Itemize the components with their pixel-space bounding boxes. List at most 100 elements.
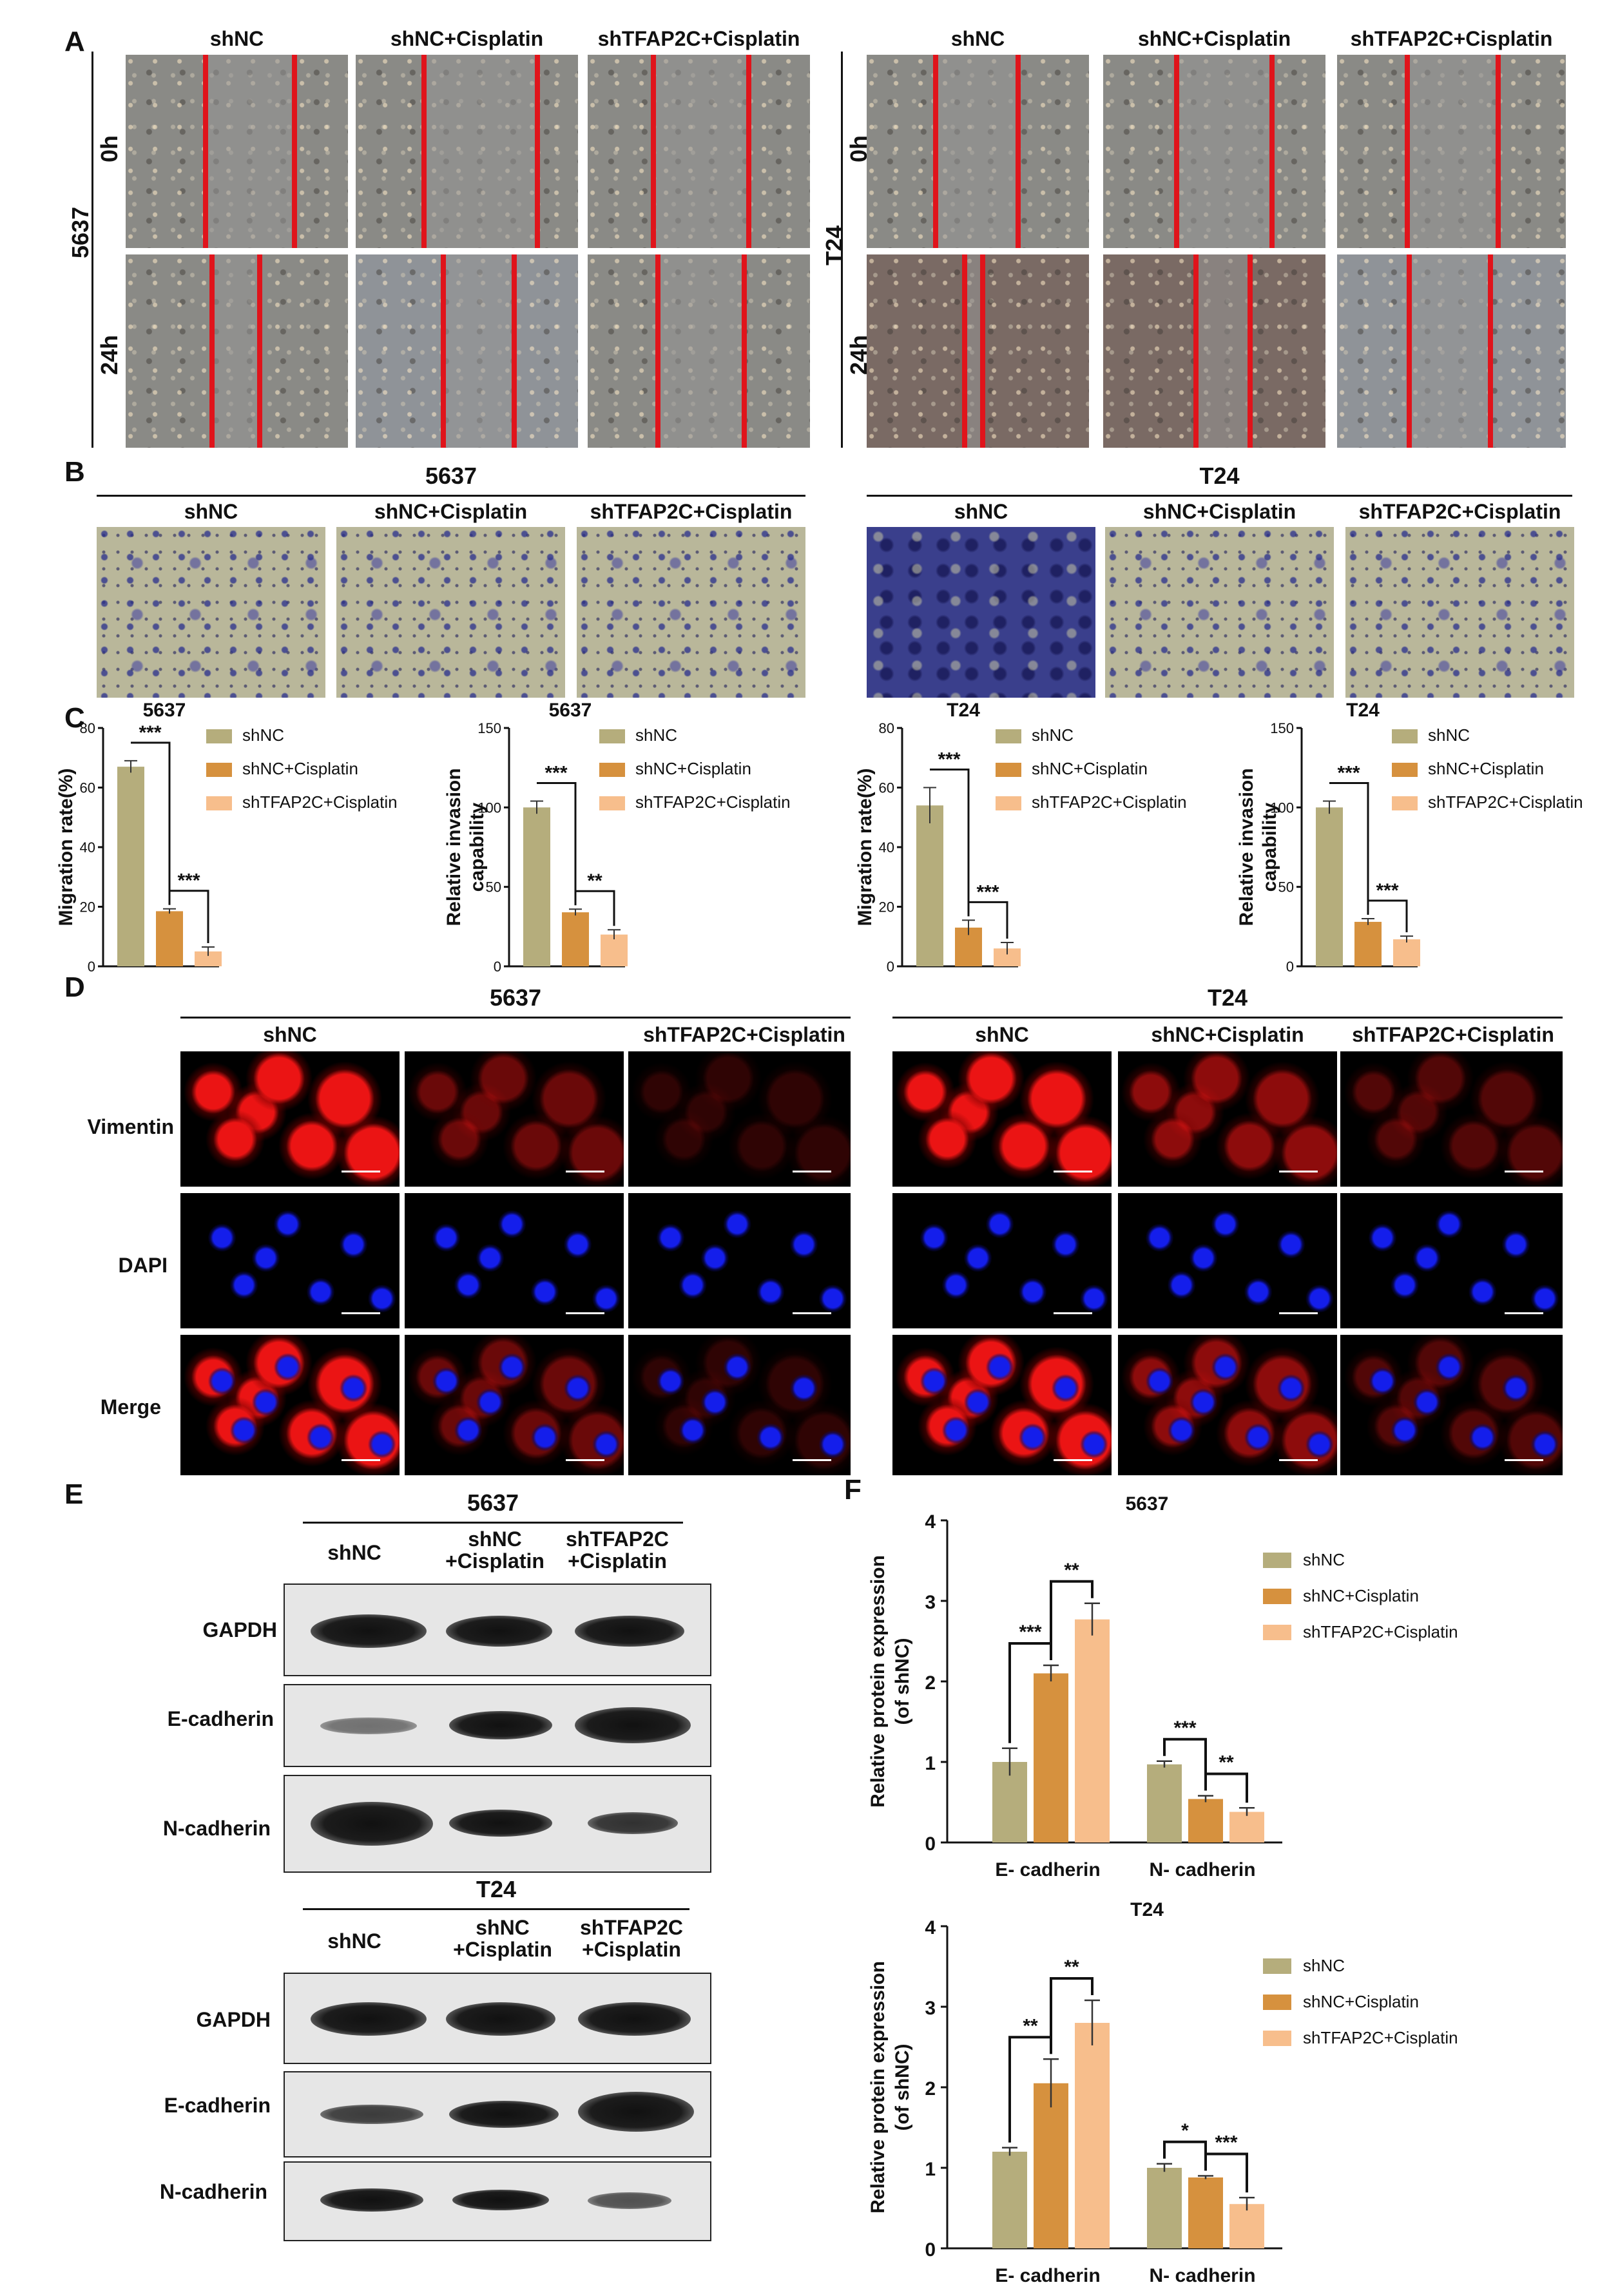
scale-bar [566, 1459, 604, 1461]
b-title-5637: 5637 [425, 463, 477, 489]
c-y-tick-label: 0 [88, 959, 95, 975]
d-vimentin-image-6 [1340, 1051, 1563, 1187]
c-legend-swatch [599, 729, 625, 743]
f-significance-label: ** [1064, 1560, 1079, 1581]
d-t24-header-shnc: shNC [975, 1023, 1029, 1046]
d-vimentin-image-3 [628, 1051, 851, 1187]
f-y-tick-label: 3 [925, 1998, 936, 2019]
f-y-tick-label: 4 [925, 1511, 936, 1533]
f-legend-label: shNC+Cisplatin [1303, 1992, 1419, 2011]
f-bar-shtfap2c-cisplatin [1229, 2204, 1264, 2248]
f-legend-label: shNC+Cisplatin [1303, 1586, 1419, 1605]
c-legend-swatch [996, 763, 1021, 777]
c-significance-bracket [574, 890, 615, 926]
f-significance-label: *** [1215, 2132, 1237, 2154]
f-significance-label: ** [1219, 1752, 1234, 1774]
d-merge-image-4 [892, 1335, 1112, 1475]
c-y-tick-label: 80 [80, 720, 95, 736]
c-y-axis-label: Relative invasion capability [1236, 768, 1280, 926]
f-bar-shnc [992, 2152, 1027, 2248]
f-significance-bracket [1163, 1737, 1207, 1791]
b-title-underline-5637 [97, 495, 805, 497]
c-bar-shnc-cisplatin [562, 912, 589, 966]
d-merge-image-3 [628, 1335, 851, 1475]
e-t24-e-cadherin-band-2 [449, 2101, 559, 2128]
b-5637-header-shnc: shNC [184, 500, 238, 523]
e-t24-lane-shnc-cisplatin: shNC +Cisplatin [453, 1916, 552, 1961]
f-y-tick-label: 2 [925, 2078, 936, 2100]
f-significance-bracket [1050, 1977, 1094, 2054]
c-significance-label: ** [587, 870, 602, 892]
c-y-tick-label: 150 [477, 720, 501, 736]
c-bar-shnc [117, 767, 144, 966]
c-significance-label: *** [976, 881, 999, 903]
e-t24-n-cadherin-band-3 [588, 2192, 671, 2209]
scale-bar [1279, 1312, 1318, 1314]
f-bar-shnc [1147, 1764, 1182, 1842]
f-y-axis-label: Relative protein expression (of shNC) [867, 1555, 913, 1808]
panel-label-b: B [64, 456, 85, 488]
a-left-header-shnc-cisplatin: shNC+Cisplatin [390, 27, 544, 50]
f-legend-swatch [1263, 1553, 1291, 1568]
e-title-5637: 5637 [467, 1489, 519, 1516]
d-vimentin-image-2 [405, 1051, 624, 1187]
scale-bar [793, 1171, 831, 1172]
f-bar-shtfap2c-cisplatin [1075, 2023, 1110, 2248]
d-5637-header-shnc: shNC [263, 1023, 317, 1046]
scale-bar [1279, 1171, 1318, 1172]
c-significance-label: *** [139, 722, 161, 743]
f-y-tick-label: 1 [925, 1753, 936, 1774]
f-chart-title: 5637 [1126, 1493, 1169, 1515]
e-5637-e-cadherin-band-1 [320, 1717, 417, 1734]
d-dapi-image-4 [892, 1193, 1112, 1328]
f-legend-label: shTFAP2C+Cisplatin [1303, 2028, 1458, 2047]
b-t24-shnc-cisplatin-image [1105, 527, 1334, 698]
c-legend-swatch [996, 796, 1021, 810]
f-legend-label: shNC [1303, 1956, 1345, 1975]
f-bar-shnc [1147, 2168, 1182, 2248]
c-y-tick-label: 20 [80, 899, 95, 915]
c-legend-swatch [1392, 763, 1418, 777]
d-t24-header-shnc-cisplatin: shNC+Cisplatin [1151, 1023, 1304, 1046]
a-5637-shtfap2c-cisplatin-24h-image [588, 254, 810, 448]
e-title-t24: T24 [476, 1876, 517, 1902]
f-significance-label: * [1181, 2120, 1189, 2141]
c-legend-label: shNC [242, 725, 284, 745]
c-significance-label: *** [1337, 762, 1360, 783]
e-title-underline-5637 [303, 1522, 683, 1524]
f-legend-label: shTFAP2C+Cisplatin [1303, 1622, 1458, 1641]
a-5637-shnc-cisplatin-24h-image [356, 254, 578, 448]
c-bar-shnc-cisplatin [156, 911, 183, 966]
panel-label-a: A [64, 26, 85, 57]
e-t24-e-cadherin-band-3 [578, 2092, 694, 2132]
f-category-label: E- cadherin [995, 2265, 1100, 2286]
d-dapi-image-5 [1118, 1193, 1337, 1328]
c-bar-shnc [916, 805, 943, 966]
e-t24-gapdh-blot [284, 1973, 711, 2064]
c-legend-label: shNC+Cisplatin [1428, 759, 1544, 778]
c-significance-label: *** [1376, 880, 1398, 901]
e-t24-n-cadherin-band-2 [452, 2190, 549, 2210]
c-legend-label: shNC+Cisplatin [242, 759, 358, 778]
b-t24-shtfap2c-cisplatin-image [1345, 527, 1574, 698]
f-chart-title: T24 [1130, 1899, 1164, 1920]
d-merge-image-6 [1340, 1335, 1563, 1475]
c-bar-shtfap2c-cisplatin [1393, 939, 1420, 966]
b-t24-header-shnc: shNC [954, 500, 1008, 523]
scale-bar [793, 1459, 831, 1461]
a-right-header-shtfap2c-cisplatin: shTFAP2C+Cisplatin [1350, 27, 1553, 50]
f-legend-swatch [1263, 1995, 1291, 2010]
e-t24-lane-shnc: shNC [327, 1929, 381, 1953]
d-merge-image-1 [180, 1335, 400, 1475]
e-t24-e-cadherin-blot [284, 2071, 711, 2157]
a-cellline-5637: 5637 [67, 206, 93, 258]
e-t24-n-cadherin-blot [284, 2161, 711, 2241]
c-chart-title: 5637 [549, 702, 592, 721]
e-5637-gapdh-blot [284, 1583, 711, 1676]
f-significance-bracket [1204, 1772, 1248, 1803]
c-chart-5637-migration: 5637 0 20 40 60 80 Migration rate(%) *** *** shNC… [58, 702, 398, 975]
c-y-tick-label: 50 [486, 879, 501, 895]
f-y-axis-label: Relative protein expression (of shNC) [867, 1961, 913, 2214]
scale-bar [342, 1459, 380, 1461]
e-t24-protein-e-cadherin: E-cadherin [164, 2094, 271, 2117]
